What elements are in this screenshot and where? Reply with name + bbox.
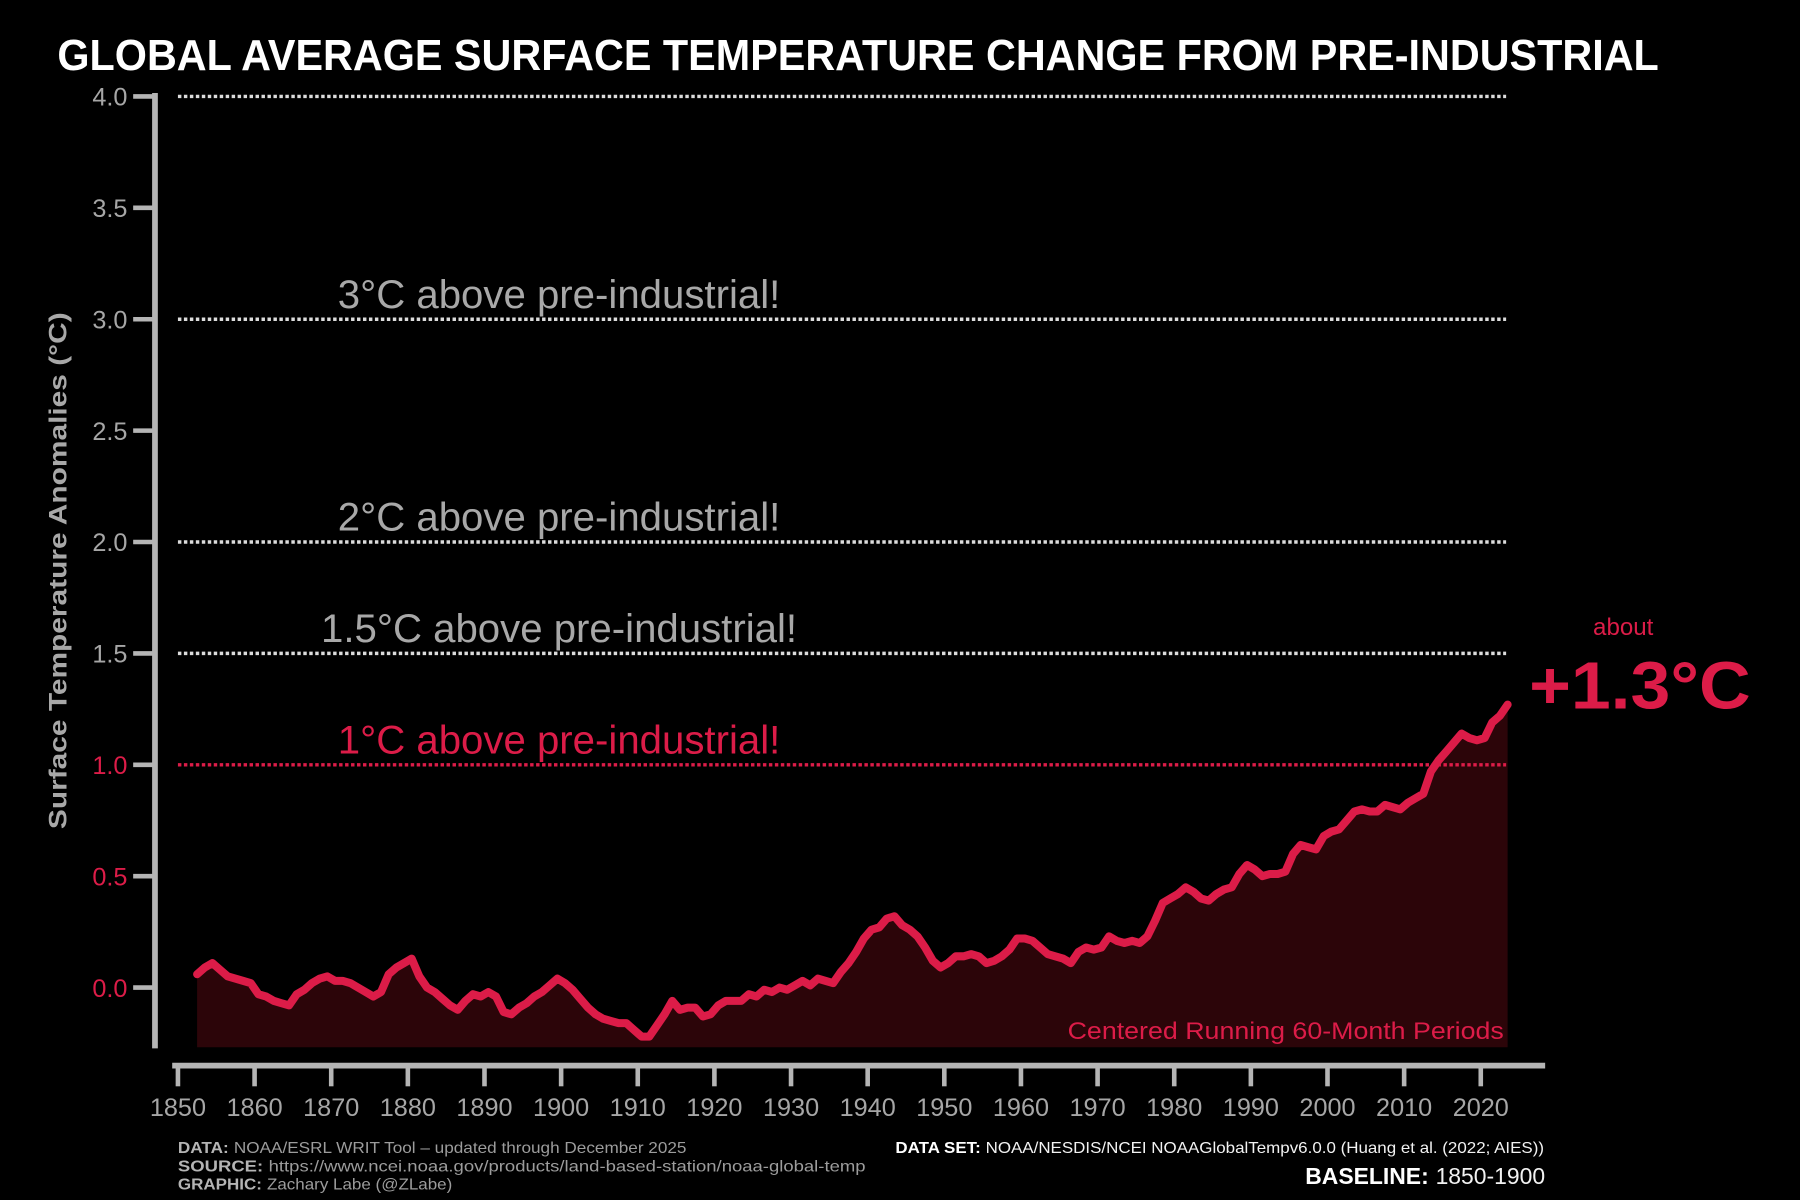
footer-source-label: SOURCE:	[178, 1158, 263, 1175]
threshold-label-1: 1°C above pre-industrial!	[338, 717, 780, 762]
x-tick-label-1990: 1990	[1223, 1094, 1279, 1122]
axes	[152, 93, 1546, 1069]
x-tick-label-1940: 1940	[840, 1094, 896, 1122]
x-tick-label-1850: 1850	[150, 1094, 206, 1122]
footer-data-label: DATA:	[178, 1140, 229, 1157]
x-tick-label-1910: 1910	[610, 1094, 666, 1122]
footer-source-line: SOURCE: https://www.ncei.noaa.gov/product…	[178, 1158, 866, 1175]
x-tick-label-1880: 1880	[380, 1094, 436, 1122]
x-tick-label-1890: 1890	[456, 1094, 512, 1122]
y-tick-label-4: 4.0	[92, 84, 127, 112]
threshold-layer: 3°C above pre-industrial! 2°C above pre-i…	[177, 94, 1507, 767]
chart-title: GLOBAL AVERAGE SURFACE TEMPERATURE CHANG…	[57, 32, 1658, 80]
series-area	[197, 704, 1508, 1048]
x-tick-label-1860: 1860	[226, 1094, 282, 1122]
area-layer	[197, 704, 1508, 1048]
y-tick-label-3: 3.0	[92, 306, 127, 334]
footer-source-text: https://www.ncei.noaa.gov/products/land-…	[269, 1158, 866, 1175]
footer-baseline-line: BASELINE: 1850-1900	[1305, 1163, 1545, 1189]
y-tick-label-1: 1.0	[92, 752, 127, 780]
y-tick-label-3-5: 3.5	[92, 195, 127, 223]
y-tick-label-2-5: 2.5	[92, 418, 127, 446]
tick-layer: 0.0 0.5 1.0 1.5 2.0 2.5 3.0 3.5 4.0 1850 1860 1870 1…	[92, 84, 1509, 1123]
footer-graphic-text: Zachary Labe (@ZLabe)	[267, 1177, 452, 1194]
y-tick-label-0: 0.0	[92, 975, 127, 1003]
y-axis-label: Surface Temperature Anomalies (°C)	[45, 312, 73, 829]
footer-dataset-label: DATA SET:	[895, 1139, 980, 1157]
line-layer	[193, 700, 1512, 1041]
x-tick-label-1900: 1900	[533, 1094, 589, 1122]
footer-data-text: NOAA/ESRL WRIT Tool – updated through De…	[234, 1140, 687, 1157]
x-tick-label-2020: 2020	[1453, 1094, 1509, 1122]
x-tick-label-1950: 1950	[916, 1094, 972, 1122]
series-line	[193, 700, 1512, 1041]
footer-graphic-label: GRAPHIC:	[178, 1177, 262, 1194]
y-tick-label-0-5: 0.5	[92, 863, 127, 891]
series-note: Centered Running 60-Month Periods	[1068, 1018, 1504, 1045]
threshold-label-2: 2°C above pre-industrial!	[338, 495, 780, 540]
x-tick-label-2000: 2000	[1299, 1094, 1355, 1122]
latest-value-annotation: +1.3°C	[1529, 650, 1751, 724]
x-tick-label-2010: 2010	[1376, 1094, 1432, 1122]
x-tick-label-1930: 1930	[763, 1094, 819, 1122]
x-tick-label-1960: 1960	[993, 1094, 1049, 1122]
footer-baseline-text: 1850-1900	[1436, 1163, 1546, 1189]
footer-baseline-label: BASELINE:	[1305, 1163, 1428, 1189]
threshold-label-3: 3°C above pre-industrial!	[338, 272, 780, 317]
x-tick-label-1970: 1970	[1070, 1094, 1126, 1122]
about-annotation: about	[1593, 614, 1654, 641]
footer-graphic-line: GRAPHIC: Zachary Labe (@ZLabe)	[178, 1177, 452, 1194]
x-tick-label-1870: 1870	[303, 1094, 359, 1122]
footer-dataset-text: NOAA/NESDIS/NCEI NOAAGlobalTempv6.0.0 (H…	[986, 1139, 1544, 1157]
x-tick-label-1920: 1920	[686, 1094, 742, 1122]
threshold-label-1-5: 1.5°C above pre-industrial!	[321, 606, 797, 651]
footer-dataset-line: DATA SET: NOAA/NESDIS/NCEI NOAAGlobalTemp…	[895, 1139, 1544, 1157]
x-tick-label-1980: 1980	[1146, 1094, 1202, 1122]
y-tick-label-2: 2.0	[92, 529, 127, 557]
y-tick-label-1-5: 1.5	[92, 641, 127, 669]
footer-data-line: DATA: NOAA/ESRL WRIT Tool – updated throu…	[178, 1140, 687, 1157]
